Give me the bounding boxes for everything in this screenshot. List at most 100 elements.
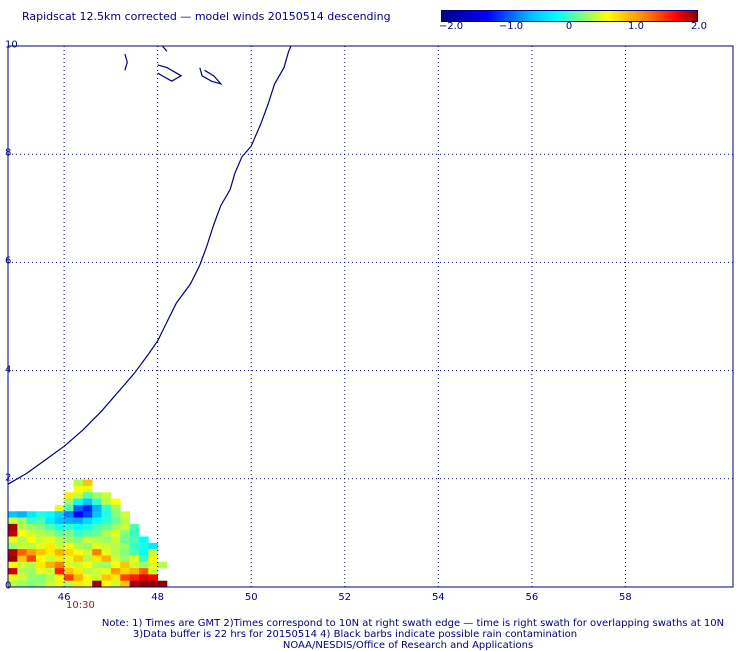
wind-cell	[82, 542, 93, 550]
wind-cell	[73, 492, 84, 499]
wind-cell	[82, 498, 93, 506]
wind-cell	[64, 536, 74, 544]
wind-cell	[82, 561, 93, 569]
wind-cell	[17, 517, 28, 525]
island-outline	[199, 67, 223, 86]
wind-cell	[36, 580, 46, 588]
wind-cell	[26, 580, 37, 588]
lat-tick-label: 8	[5, 147, 12, 159]
wind-cell	[129, 561, 140, 569]
wind-cell	[101, 511, 112, 518]
wind-cell	[101, 536, 112, 544]
wind-cell	[82, 479, 93, 487]
wind-cell	[26, 511, 37, 518]
wind-cell	[8, 517, 18, 525]
wind-cell	[54, 536, 65, 544]
wind-cell	[73, 517, 84, 525]
wind-cell	[73, 542, 84, 550]
lat-tick-label: 10	[5, 39, 18, 51]
wind-cell	[92, 580, 102, 588]
map-title: Rapidscat 12.5km corrected — model winds…	[22, 10, 391, 23]
wind-cell	[138, 555, 149, 563]
wind-cell	[129, 555, 140, 563]
wind-cell	[64, 561, 74, 569]
wind-cell	[36, 555, 46, 563]
wind-cell	[92, 511, 102, 518]
colorbar-label-max: 2.0	[691, 21, 707, 32]
wind-cell	[110, 517, 121, 525]
wind-cell	[8, 542, 18, 550]
wind-cell	[26, 517, 37, 525]
wind-cell	[73, 511, 84, 518]
wind-cell	[36, 568, 46, 575]
wind-cell	[82, 517, 93, 525]
wind-cell	[110, 523, 121, 531]
wind-cell	[36, 549, 46, 556]
coastline	[7, 45, 292, 485]
wind-cell	[120, 561, 130, 569]
wind-cell	[92, 542, 102, 550]
wind-cell	[17, 568, 28, 575]
wind-cell	[92, 492, 102, 499]
wind-cell	[82, 492, 93, 499]
note-line-1: Note: 1) Times are GMT 2)Times correspon…	[101, 618, 725, 629]
wind-cell	[148, 555, 158, 563]
wind-cell	[64, 498, 74, 506]
wind-cell	[36, 523, 46, 531]
wind-cell	[148, 549, 158, 556]
wind-cell	[101, 561, 112, 569]
wind-cell	[73, 580, 84, 588]
wind-cell	[8, 523, 18, 531]
wind-cell	[92, 504, 102, 512]
wind-cell	[45, 568, 56, 575]
wind-cell	[73, 523, 84, 531]
wind-cell	[73, 536, 84, 544]
wind-cell	[101, 498, 112, 506]
wind-cell	[73, 504, 84, 512]
wind-cell	[148, 561, 158, 569]
wind-cell	[120, 580, 130, 588]
wind-cell	[8, 561, 18, 569]
wind-cell	[82, 549, 93, 556]
wind-cell	[120, 511, 130, 518]
wind-cell	[92, 523, 102, 531]
wind-cell	[82, 504, 93, 512]
wind-cell	[64, 580, 74, 588]
wind-cell	[17, 530, 28, 537]
wind-cell	[110, 549, 121, 556]
wind-cell	[26, 568, 37, 575]
wind-cell	[110, 536, 121, 544]
wind-cell	[73, 561, 84, 569]
wind-cell	[129, 523, 140, 531]
wind-cell	[64, 568, 74, 575]
wind-cell	[45, 561, 56, 569]
wind-cell	[54, 523, 65, 531]
wind-cell	[45, 555, 56, 563]
wind-cell	[129, 574, 140, 581]
wind-cell	[138, 574, 149, 581]
wind-cell	[17, 542, 28, 550]
wind-cell	[92, 568, 102, 575]
wind-cell	[101, 555, 112, 563]
wind-cell	[82, 523, 93, 531]
wind-cell	[120, 536, 130, 544]
wind-cell	[8, 580, 18, 588]
wind-cell	[8, 536, 18, 544]
wind-cell	[17, 574, 28, 581]
wind-cell	[110, 561, 121, 569]
wind-cell	[101, 574, 112, 581]
note-line-2: 3)Data buffer is 22 hrs for 20150514 4) …	[132, 629, 578, 640]
wind-cell	[45, 549, 56, 556]
lon-tick-label: 50	[244, 592, 258, 603]
wind-cell	[36, 517, 46, 525]
wind-cell	[120, 574, 130, 581]
wind-cell	[110, 530, 121, 537]
wind-cell	[54, 504, 65, 512]
wind-cell	[45, 530, 56, 537]
wind-cell	[26, 555, 37, 563]
wind-cell	[120, 523, 130, 531]
wind-cell	[17, 549, 28, 556]
wind-cell	[157, 580, 168, 588]
lat-tick-label: 0	[5, 580, 12, 592]
wind-cell	[64, 492, 74, 499]
